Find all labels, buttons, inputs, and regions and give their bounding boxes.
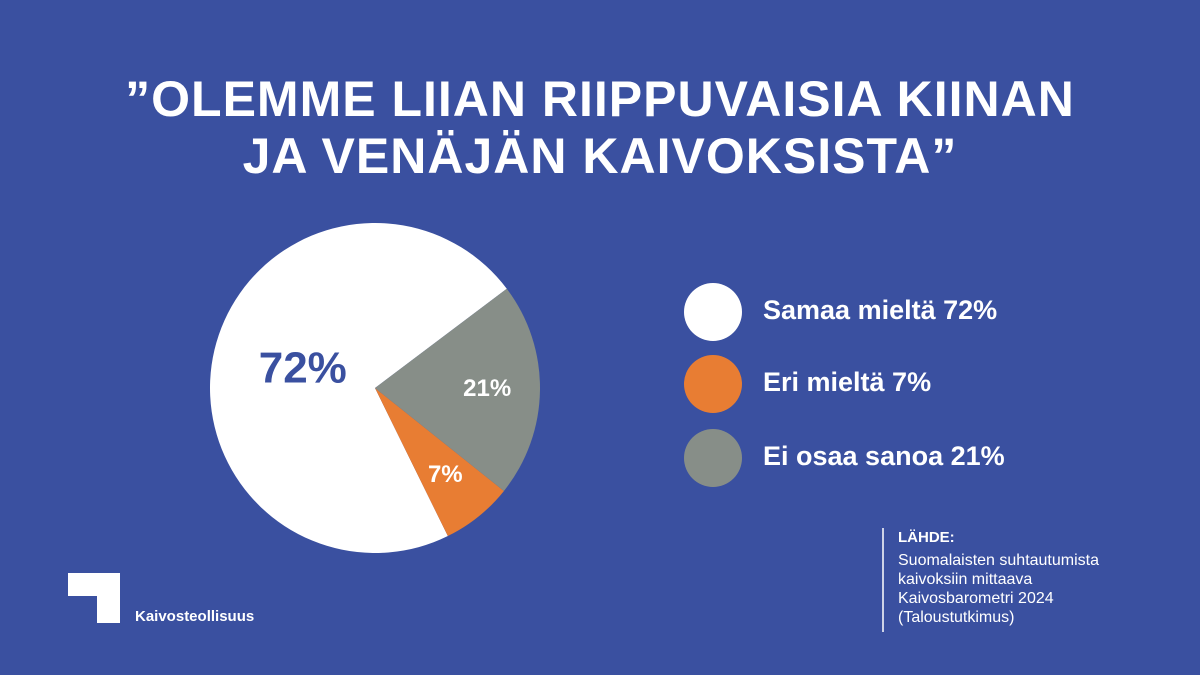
pie-slice — [209, 222, 507, 553]
slice-label: 72% — [259, 343, 347, 392]
legend-marker — [684, 355, 742, 413]
pie-slice — [375, 388, 504, 537]
source-line: kaivoksiin mittaava — [898, 571, 1032, 588]
legend-marker — [684, 429, 742, 487]
source-line: Kaivosbarometri 2024 — [898, 590, 1054, 607]
title-line: JA VENÄJÄN KAIVOKSISTA” — [243, 128, 958, 184]
legend-label: Samaa mieltä 72% — [763, 295, 997, 325]
pie-slice — [375, 288, 540, 491]
slice-label: 7% — [428, 461, 463, 488]
legend-label: Eri mieltä 7% — [763, 367, 931, 397]
source-line: Suomalaisten suhtautumista — [898, 552, 1099, 569]
source: Suomalaisten suhtautumista kaivoksiin mit… — [898, 552, 1099, 626]
title-line: ”OLEMME LIIAN RIIPPUVAISIA KIINAN — [125, 71, 1075, 127]
legend-marker — [684, 283, 742, 341]
source-line: (Taloustutkimus) — [898, 609, 1014, 626]
logo-mark — [68, 573, 120, 623]
source-heading: LÄHDE: — [898, 529, 955, 546]
logo-text: Kaivosteollisuus — [135, 608, 254, 625]
pie: 72% 7% 21% — [209, 222, 540, 553]
legend-label: Ei osaa sanoa 21% — [763, 441, 1005, 471]
legend: Samaa mieltä 72% Eri mieltä 7% Ei osaa san… — [684, 283, 1005, 487]
slice-label: 21% — [463, 375, 511, 402]
